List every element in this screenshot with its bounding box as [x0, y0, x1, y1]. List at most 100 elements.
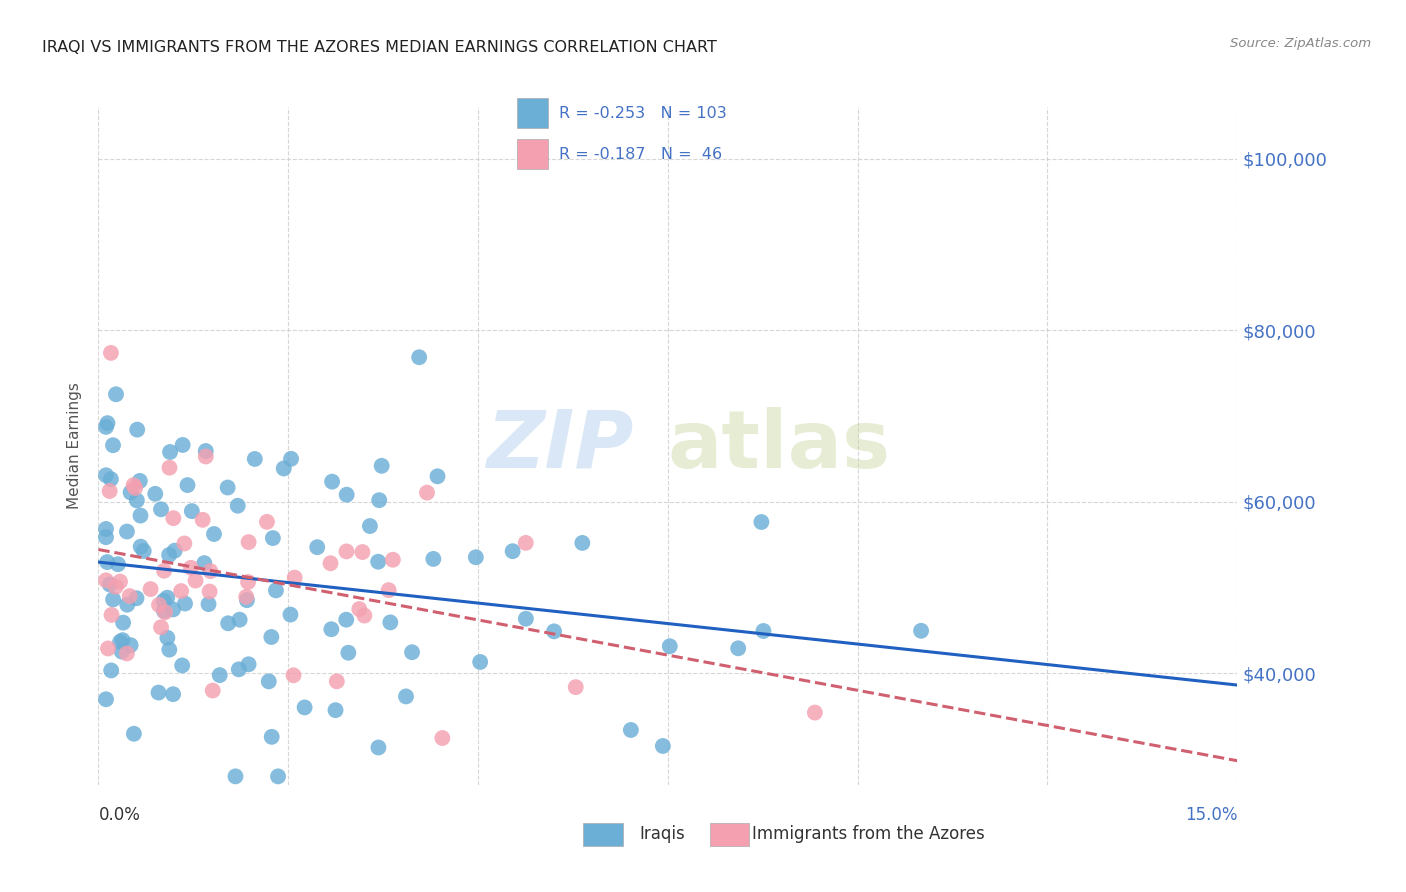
Point	[238, 657, 260, 672]
Point	[111, 644, 134, 658]
Point	[367, 555, 389, 569]
Point	[260, 730, 283, 744]
Text: 15.0%: 15.0%	[1185, 806, 1237, 824]
Point	[380, 615, 402, 630]
Text: 0.0%: 0.0%	[98, 806, 141, 824]
Point	[194, 450, 217, 464]
Point	[262, 531, 284, 545]
Point	[401, 645, 423, 659]
Point	[115, 647, 138, 661]
Point	[100, 346, 122, 360]
Point	[162, 511, 184, 525]
Point	[139, 582, 162, 596]
Point	[359, 519, 381, 533]
Point	[217, 481, 239, 495]
Point	[257, 674, 280, 689]
Point	[117, 598, 139, 612]
Point	[108, 635, 131, 649]
Point	[193, 556, 215, 570]
Text: R = -0.187   N =  46: R = -0.187 N = 46	[560, 147, 723, 161]
Point	[228, 613, 250, 627]
Point	[381, 553, 404, 567]
Point	[153, 604, 176, 618]
Point	[326, 674, 349, 689]
Point	[283, 668, 305, 682]
Point	[284, 571, 307, 585]
Text: atlas: atlas	[668, 407, 891, 485]
Point	[162, 602, 184, 616]
Point	[176, 478, 198, 492]
Text: R = -0.253   N = 103: R = -0.253 N = 103	[560, 106, 727, 120]
Point	[122, 727, 145, 741]
Point	[98, 577, 121, 591]
Point	[217, 616, 239, 631]
Point	[201, 683, 224, 698]
Point	[226, 499, 249, 513]
Point	[101, 438, 124, 452]
Point	[200, 564, 222, 578]
Point	[159, 445, 181, 459]
Point	[172, 658, 194, 673]
Point	[156, 591, 179, 605]
Point	[96, 555, 118, 569]
Point	[108, 574, 131, 589]
Point	[325, 703, 347, 717]
Point	[377, 583, 399, 598]
Point	[651, 739, 673, 753]
Point	[105, 387, 128, 401]
FancyBboxPatch shape	[517, 139, 548, 169]
Point	[502, 544, 524, 558]
Point	[180, 504, 202, 518]
Text: ZIP: ZIP	[486, 407, 634, 485]
Point	[100, 472, 122, 486]
Point	[163, 543, 186, 558]
Point	[129, 508, 152, 523]
Point	[543, 624, 565, 639]
Point	[280, 451, 302, 466]
Point	[564, 680, 586, 694]
Point	[335, 544, 357, 558]
Point	[153, 605, 176, 619]
Point	[267, 769, 290, 783]
Point	[658, 639, 681, 653]
FancyBboxPatch shape	[517, 98, 548, 128]
Point	[422, 552, 444, 566]
Point	[620, 723, 643, 737]
Point	[153, 564, 176, 578]
Point	[122, 478, 145, 492]
Point	[98, 483, 121, 498]
Point	[143, 487, 166, 501]
Point	[112, 615, 135, 630]
Point	[335, 613, 357, 627]
Point	[101, 592, 124, 607]
Point	[184, 574, 207, 588]
Point	[571, 536, 593, 550]
Point	[370, 458, 392, 473]
Point	[94, 530, 117, 544]
Point	[162, 687, 184, 701]
Point	[751, 515, 773, 529]
Point	[194, 444, 217, 458]
Text: Iraqis: Iraqis	[640, 825, 686, 843]
Point	[727, 641, 749, 656]
Point	[336, 488, 359, 502]
Point	[804, 706, 827, 720]
Point	[515, 612, 537, 626]
Point	[100, 607, 122, 622]
Point	[752, 624, 775, 638]
Point	[228, 662, 250, 676]
Point	[235, 590, 257, 604]
Point	[129, 540, 152, 554]
Point	[152, 593, 174, 607]
Point	[319, 556, 342, 570]
Point	[170, 584, 193, 599]
Point	[202, 527, 225, 541]
Point	[321, 475, 343, 489]
Point	[125, 493, 148, 508]
Point	[243, 452, 266, 467]
Point	[94, 420, 117, 434]
Point	[111, 633, 134, 648]
Point	[100, 664, 122, 678]
Point	[910, 624, 932, 638]
Point	[273, 461, 295, 475]
